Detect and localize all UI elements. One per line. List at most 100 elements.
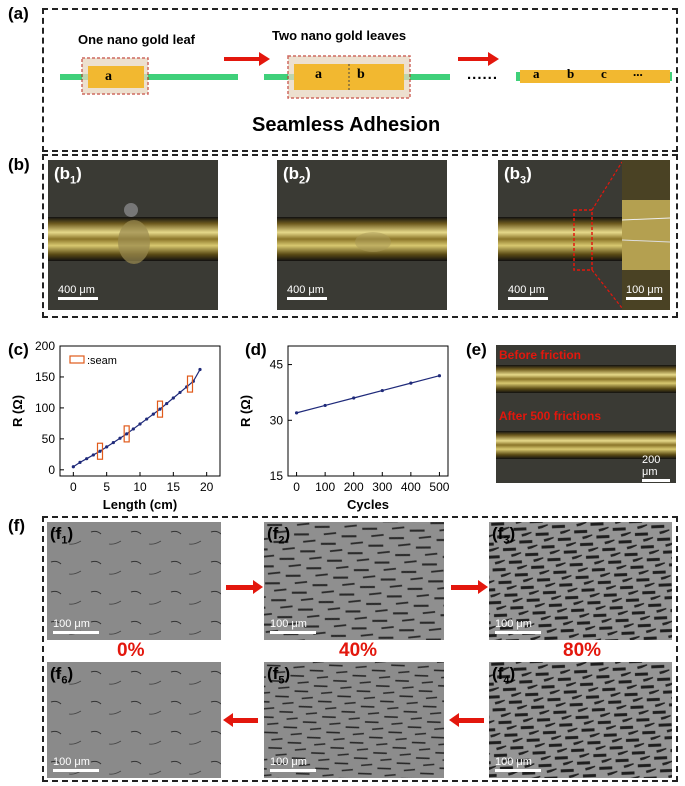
e-scale-bar: 200 μm	[642, 454, 676, 482]
arrow-f4-f5	[449, 713, 484, 727]
data-point	[165, 401, 169, 406]
seam-marker	[156, 400, 164, 418]
arrow-f5-f6	[223, 713, 258, 727]
b2-scale-bar: 400 μm	[287, 284, 327, 300]
y-axis-label: R (Ω)	[238, 395, 253, 427]
f2-scale-bar: 100 μm	[270, 618, 316, 634]
panel-a-frame	[42, 8, 678, 152]
leaf-3-letter-a: a	[533, 66, 540, 81]
plot-frame	[287, 345, 449, 477]
f1-scale-bar: 100 μm	[53, 618, 99, 634]
before-friction-label: Before friction	[499, 348, 582, 362]
arrow-f1-f2	[226, 580, 263, 594]
y-tick-label: 200	[35, 339, 55, 353]
data-point	[118, 436, 122, 440]
data-point	[145, 417, 149, 421]
y-tick-label: 50	[42, 432, 56, 446]
data-point	[323, 403, 327, 408]
data-point	[380, 388, 384, 393]
f4-label: (f4)	[492, 664, 516, 687]
data-point	[91, 453, 95, 457]
panel-e-label: (e)	[466, 340, 487, 359]
f3-label: (f3)	[492, 524, 516, 547]
data-point	[105, 445, 109, 449]
step2-title: Two nano gold leaves	[272, 28, 407, 43]
data-point	[131, 427, 135, 431]
data-point	[71, 465, 75, 469]
f4-scale-bar: 100 μm	[495, 756, 541, 772]
panel-a-label: (a)	[8, 4, 29, 23]
f2-label: (f2)	[267, 524, 291, 547]
micrograph-b1: (b1) 400 μm	[48, 160, 218, 310]
data-point	[138, 422, 142, 426]
arrow-a1	[224, 52, 270, 66]
sem-f3: (f3) 100 μm	[489, 522, 672, 640]
data-point	[158, 407, 162, 411]
sem-f5: (f5) 100 μm	[264, 662, 444, 778]
f6-scale-bar: 100 μm	[53, 756, 99, 772]
plot-frame	[59, 345, 221, 477]
arrow-f2-f3	[451, 580, 488, 594]
data-point	[437, 374, 442, 378]
arrow-a2	[458, 52, 499, 66]
leaf-1	[88, 66, 144, 88]
data-point	[111, 440, 115, 445]
b3-label: (b3)	[504, 164, 532, 187]
sem-f4: (f4) 100 μm	[489, 662, 672, 778]
strain-0: 0%	[117, 640, 145, 661]
data-point	[352, 396, 356, 400]
x-tick-label: 20	[200, 480, 214, 494]
data-point	[409, 381, 413, 385]
f5-scale-bar: 100 μm	[270, 756, 316, 772]
x-tick-label: 0	[293, 480, 300, 494]
seamless-adhesion-caption: Seamless Adhesion	[252, 114, 441, 136]
micrograph-b2: (b2) 400 μm	[277, 160, 447, 310]
strain-40: 40%	[339, 640, 378, 661]
x-tick-label: 0	[70, 480, 77, 494]
panel-b-label: (b)	[8, 155, 30, 174]
panel-f-frame	[42, 516, 678, 782]
b1-label: (b1)	[54, 164, 82, 187]
y-axis-label: R (Ω)	[10, 395, 25, 427]
panel-f-label: (f)	[8, 516, 25, 535]
x-axis-label: Cycles	[347, 497, 389, 512]
micrograph-e: Before friction After 500 frictions 200 …	[496, 345, 676, 483]
strain-80: 80%	[563, 640, 602, 661]
data-point	[178, 390, 182, 395]
seam-marker	[96, 442, 104, 460]
leaf-3-ellipsis: ...	[633, 64, 643, 79]
sem-f2: (f2) 100 μm	[264, 522, 444, 640]
data-point	[85, 457, 89, 461]
b2-label: (b2)	[283, 164, 311, 187]
x-tick-label: 100	[315, 480, 335, 494]
x-tick-label: 10	[133, 480, 147, 494]
data-point	[171, 396, 175, 400]
b3-inset-scale-bar: 100 μm	[626, 284, 663, 300]
f3-scale-bar: 100 μm	[495, 618, 541, 634]
f6-label: (f6)	[50, 664, 74, 687]
legend-seam-swatch	[69, 355, 85, 364]
data-point	[78, 460, 82, 464]
panel-b-frame	[42, 154, 678, 318]
micrograph-b3: (b3) 400 μm 100 μm	[498, 160, 670, 310]
leaf-1-letter: a	[105, 69, 112, 84]
x-tick-label: 15	[167, 480, 181, 494]
x-tick-label: 500	[429, 480, 449, 494]
after-friction-label: After 500 frictions	[499, 409, 602, 423]
fiber-1	[60, 74, 238, 80]
data-point	[198, 367, 202, 372]
data-point	[125, 432, 129, 436]
x-tick-label: 5	[103, 480, 110, 494]
sem-f1: (f1) 100 μm	[47, 522, 221, 640]
y-tick-label: 100	[35, 401, 55, 415]
leaves-3	[520, 70, 670, 83]
panel-c-label: (c)	[8, 340, 29, 359]
leaf-3-letter-c: c	[601, 66, 607, 81]
x-tick-label: 200	[344, 480, 364, 494]
leaf-2-letter-a: a	[315, 67, 322, 82]
seamless-adhesion-schematic	[60, 52, 672, 99]
x-tick-label: 300	[372, 480, 392, 494]
leaf-2-letter-b: b	[357, 67, 365, 82]
y-tick-label: 30	[270, 413, 284, 427]
